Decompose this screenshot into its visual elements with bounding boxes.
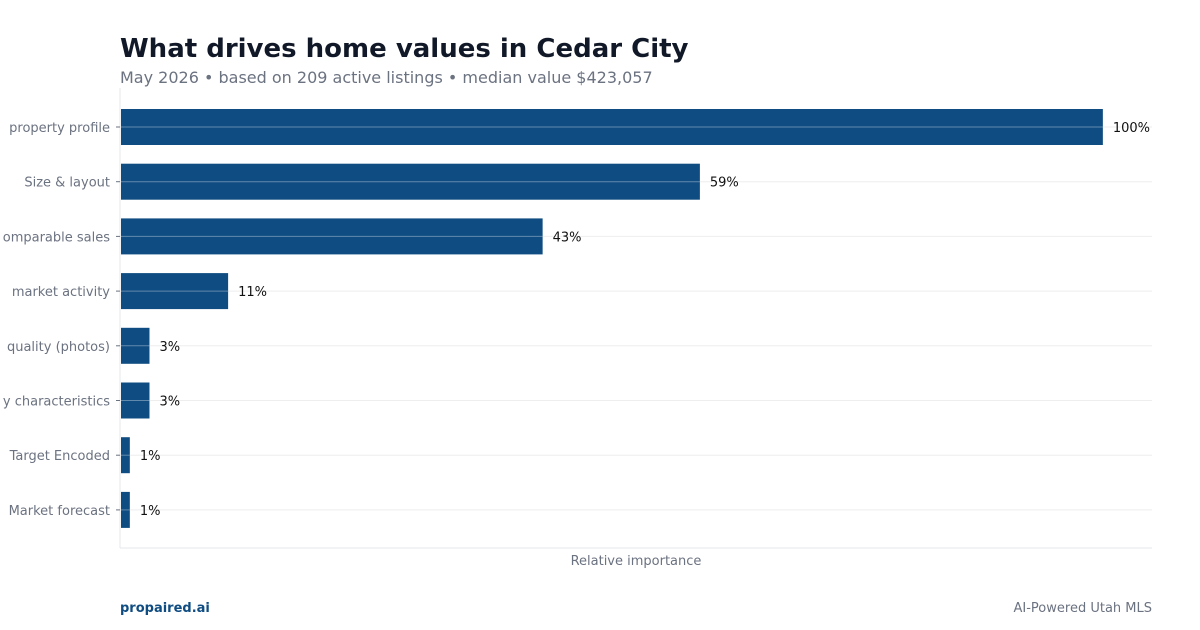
bar (121, 109, 1103, 145)
bar (121, 437, 130, 474)
y-tick-label: property profile (9, 121, 110, 136)
y-tick-label: y characteristics (3, 395, 110, 410)
y-tick-label: Size & layout (24, 176, 110, 191)
bar (121, 273, 229, 310)
brand-footer: propaired.ai (120, 601, 210, 616)
chart-subtitle: May 2026 • based on 209 active listings … (120, 68, 653, 87)
y-tick-label: quality (photos) (7, 340, 110, 355)
bar (121, 327, 150, 364)
data-label: 11% (238, 285, 267, 300)
data-label: 43% (553, 230, 582, 245)
y-tick-label: omparable sales (3, 230, 110, 245)
chart-title: What drives home values in Cedar City (120, 34, 689, 64)
data-label: 100% (1113, 121, 1150, 136)
data-label: 59% (710, 176, 739, 191)
bar (121, 218, 543, 255)
data-label: 1% (140, 449, 161, 464)
bar (121, 163, 700, 200)
y-tick-label: market activity (12, 285, 110, 300)
data-label: 3% (159, 395, 180, 410)
tagline-footer: AI-Powered Utah MLS (1013, 601, 1152, 616)
x-axis-label: Relative importance (571, 554, 702, 569)
bar (121, 491, 130, 528)
y-tick-label: Market forecast (9, 504, 110, 519)
data-label: 3% (159, 340, 180, 355)
data-label: 1% (140, 504, 161, 519)
y-tick-label: Target Encoded (9, 449, 110, 464)
bar (121, 382, 150, 419)
